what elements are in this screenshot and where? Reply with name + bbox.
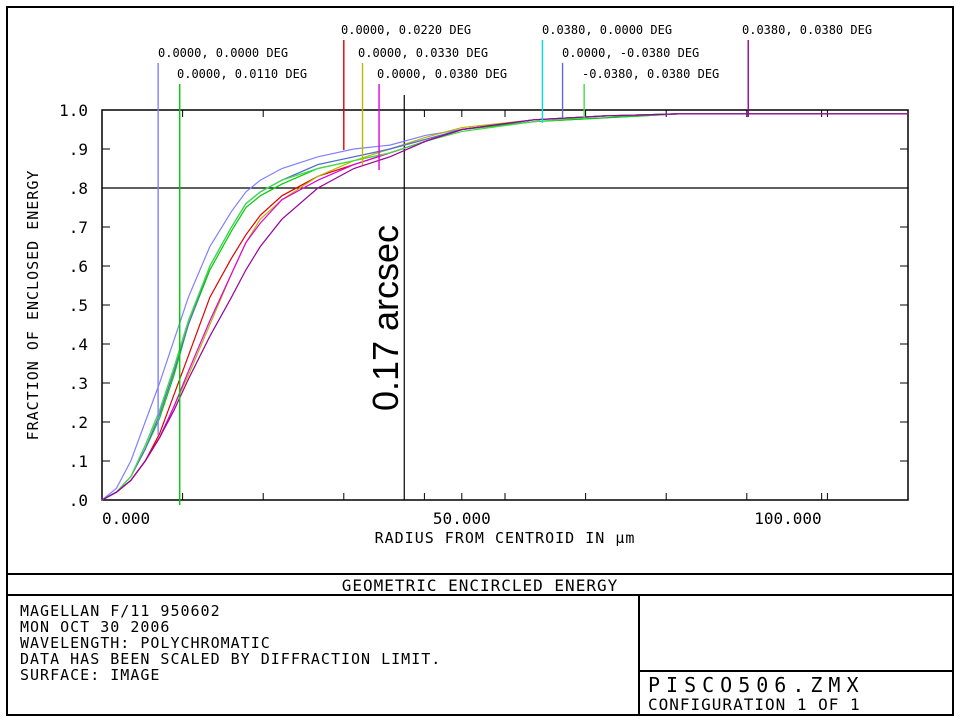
series-curve xyxy=(101,113,908,501)
series-curve xyxy=(101,113,908,501)
x-tick-label: 50.000 xyxy=(433,509,491,528)
series-curve xyxy=(101,113,908,501)
footer-title-bar: GEOMETRIC ENCIRCLED ENERGY xyxy=(6,573,954,596)
footer-title: GEOMETRIC ENCIRCLED ENERGY xyxy=(341,576,619,595)
field-label: 0.0380, 0.0380 DEG xyxy=(742,23,872,37)
series-curve xyxy=(101,113,908,501)
footer-side-panel xyxy=(638,594,954,672)
configuration-label: CONFIGURATION 1 OF 1 xyxy=(648,695,861,714)
y-tick-label: .4 xyxy=(69,335,88,354)
footer-info-panel: MAGELLAN F/11 950602 MON OCT 30 2006 WAV… xyxy=(6,594,640,716)
field-label: 0.0000, 0.0220 DEG xyxy=(341,23,471,37)
x-axis-label: RADIUS FROM CENTROID IN µm xyxy=(375,529,636,547)
y-tick-label: .3 xyxy=(69,374,88,393)
footer-line-2: MON OCT 30 2006 xyxy=(20,618,171,636)
x-tick-label: 0.000 xyxy=(102,509,150,528)
y-tick-label: .1 xyxy=(69,452,88,471)
series-curve xyxy=(101,113,908,501)
plot-area-border xyxy=(101,109,909,501)
arcsec-annotation: 0.17 arcsec xyxy=(365,225,406,411)
y-tick-label: .9 xyxy=(69,140,88,159)
field-label: 0.0000, 0.0380 DEG xyxy=(377,67,507,81)
file-name: PISCO506.ZMX xyxy=(648,673,865,697)
series-curve xyxy=(101,113,908,501)
footer-line-1: MAGELLAN F/11 950602 xyxy=(20,602,221,620)
y-tick-label: 1.0 xyxy=(59,101,88,120)
y-tick-label: .8 xyxy=(69,179,88,198)
footer-file-panel: PISCO506.ZMX CONFIGURATION 1 OF 1 xyxy=(638,670,954,716)
field-label: 0.0000, 0.0330 DEG xyxy=(358,46,488,60)
encircled-energy-chart: .0 .1 .2 .3 .4 .5 .6 .7 .8 .9 1.0 0.000 50.000 100.00… xyxy=(24,23,909,547)
field-label: -0.0380, 0.0380 DEG xyxy=(582,67,719,81)
footer-line-4: DATA HAS BEEN SCALED BY DIFFRACTION LIMI… xyxy=(20,650,442,668)
series-curve xyxy=(101,113,908,501)
field-label: 0.0000, -0.0380 DEG xyxy=(562,46,699,60)
y-tick-label: .0 xyxy=(69,491,88,510)
y-tick-label: .5 xyxy=(69,296,88,315)
field-label: 0.0000, 0.0000 DEG xyxy=(158,46,288,60)
y-axis-label: FRACTION OF ENCLOSED ENERGY xyxy=(24,170,42,441)
y-tick-label: .7 xyxy=(69,218,88,237)
field-label: 0.0000, 0.0110 DEG xyxy=(177,67,307,81)
footer-line-3: WAVELENGTH: POLYCHROMATIC xyxy=(20,634,271,652)
field-label: 0.0380, 0.0000 DEG xyxy=(542,23,672,37)
series-curve xyxy=(101,113,908,501)
series-curve xyxy=(101,113,908,501)
x-tick-label: 100.000 xyxy=(754,509,821,528)
y-tick-label: .2 xyxy=(69,413,88,432)
footer-line-5: SURFACE: IMAGE xyxy=(20,666,161,684)
y-tick-label: .6 xyxy=(69,257,88,276)
